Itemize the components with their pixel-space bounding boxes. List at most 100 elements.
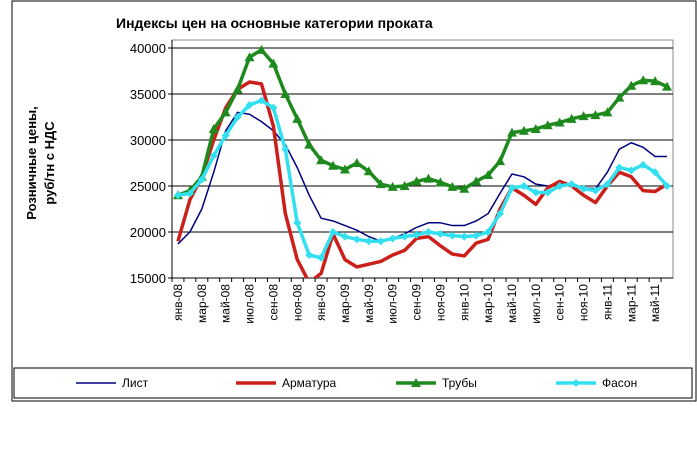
marker bbox=[376, 237, 385, 246]
x-tick-label: янв-08 bbox=[171, 284, 185, 321]
marker bbox=[542, 120, 553, 130]
marker bbox=[566, 113, 577, 123]
marker bbox=[662, 81, 673, 91]
marker bbox=[663, 182, 672, 190]
plot-area bbox=[171, 39, 674, 279]
marker bbox=[208, 123, 219, 133]
y-tick-label: 15000 bbox=[130, 271, 166, 286]
marker bbox=[578, 111, 589, 121]
marker bbox=[484, 228, 493, 236]
marker bbox=[399, 181, 410, 190]
marker bbox=[590, 110, 601, 120]
marker bbox=[567, 180, 576, 189]
legend-label: Арматура bbox=[282, 376, 337, 390]
y-tick-label: 40000 bbox=[130, 41, 166, 56]
marker bbox=[483, 169, 494, 179]
marker bbox=[531, 188, 540, 197]
x-tick-label: янв-10 bbox=[457, 284, 471, 321]
marker bbox=[447, 181, 458, 191]
marker bbox=[518, 125, 529, 135]
x-tick-label: сен-08 bbox=[266, 284, 280, 321]
marker bbox=[651, 168, 660, 177]
marker bbox=[507, 183, 516, 192]
marker bbox=[220, 107, 231, 117]
marker bbox=[650, 76, 661, 86]
y-tick-label: 35000 bbox=[130, 87, 166, 102]
marker bbox=[530, 123, 541, 133]
y-axis-label: руб/тн с НДС bbox=[42, 121, 57, 205]
marker bbox=[269, 103, 278, 112]
x-tick-label: мар-09 bbox=[338, 284, 352, 323]
marker bbox=[197, 175, 206, 184]
x-tick-label: май-08 bbox=[219, 284, 233, 323]
marker bbox=[400, 232, 409, 241]
marker bbox=[506, 127, 517, 137]
marker bbox=[339, 164, 350, 174]
marker bbox=[281, 145, 290, 154]
marker bbox=[412, 230, 421, 239]
marker bbox=[554, 117, 565, 127]
marker bbox=[387, 181, 398, 191]
marker bbox=[280, 89, 291, 98]
marker bbox=[602, 107, 613, 117]
marker bbox=[424, 228, 433, 236]
marker bbox=[495, 156, 506, 166]
plot-lines bbox=[172, 44, 673, 278]
x-tick-label: мар-11 bbox=[624, 284, 638, 322]
marker bbox=[603, 180, 612, 189]
marker bbox=[351, 158, 362, 167]
marker bbox=[173, 191, 182, 200]
marker bbox=[363, 166, 374, 176]
marker bbox=[317, 253, 326, 262]
marker bbox=[519, 182, 528, 190]
marker bbox=[436, 229, 445, 238]
x-tick-label: май-09 bbox=[362, 284, 376, 323]
marker bbox=[232, 84, 243, 94]
x-tick-label: мар-10 bbox=[481, 284, 495, 323]
marker bbox=[639, 160, 648, 169]
series-line bbox=[176, 80, 668, 278]
marker bbox=[459, 183, 470, 193]
chart-frame bbox=[11, 0, 697, 402]
y-tick-label: 30000 bbox=[130, 133, 166, 148]
legend-label: Трубы bbox=[442, 376, 477, 390]
y-axis-label: Розничные цены, bbox=[24, 106, 39, 220]
marker bbox=[471, 176, 482, 186]
marker bbox=[543, 188, 552, 197]
marker bbox=[388, 234, 397, 243]
marker bbox=[257, 96, 266, 105]
marker bbox=[411, 176, 422, 186]
marker bbox=[435, 177, 446, 187]
x-tick-label: июл-10 bbox=[529, 284, 543, 324]
marker bbox=[375, 179, 386, 189]
x-tick-label: сен-09 bbox=[410, 284, 424, 321]
marker bbox=[305, 251, 314, 259]
marker bbox=[615, 163, 624, 172]
marker bbox=[626, 80, 637, 90]
x-tick-label: ноя-10 bbox=[577, 284, 591, 321]
x-tick-label: июл-08 bbox=[243, 284, 257, 324]
marker bbox=[221, 131, 230, 140]
marker bbox=[364, 237, 373, 246]
marker bbox=[244, 52, 255, 62]
marker bbox=[614, 92, 625, 102]
x-tick-label: янв-11 bbox=[600, 284, 614, 320]
x-tick-label: ноя-08 bbox=[290, 284, 304, 321]
marker bbox=[448, 231, 457, 240]
marker bbox=[555, 182, 564, 190]
x-tick-label: май-11 bbox=[648, 284, 662, 322]
x-tick-label: мар-08 bbox=[195, 284, 209, 323]
marker bbox=[352, 235, 361, 244]
marker bbox=[304, 139, 315, 149]
marker bbox=[268, 58, 279, 68]
y-tick-label: 20000 bbox=[130, 225, 166, 240]
marker bbox=[496, 209, 505, 218]
marker bbox=[256, 44, 267, 54]
marker bbox=[638, 75, 649, 85]
marker bbox=[293, 218, 302, 227]
marker bbox=[460, 232, 469, 241]
chart-title: Индексы цен на основные категории прокат… bbox=[116, 15, 433, 31]
marker bbox=[328, 160, 339, 170]
legend-label: Фасон bbox=[602, 376, 637, 390]
